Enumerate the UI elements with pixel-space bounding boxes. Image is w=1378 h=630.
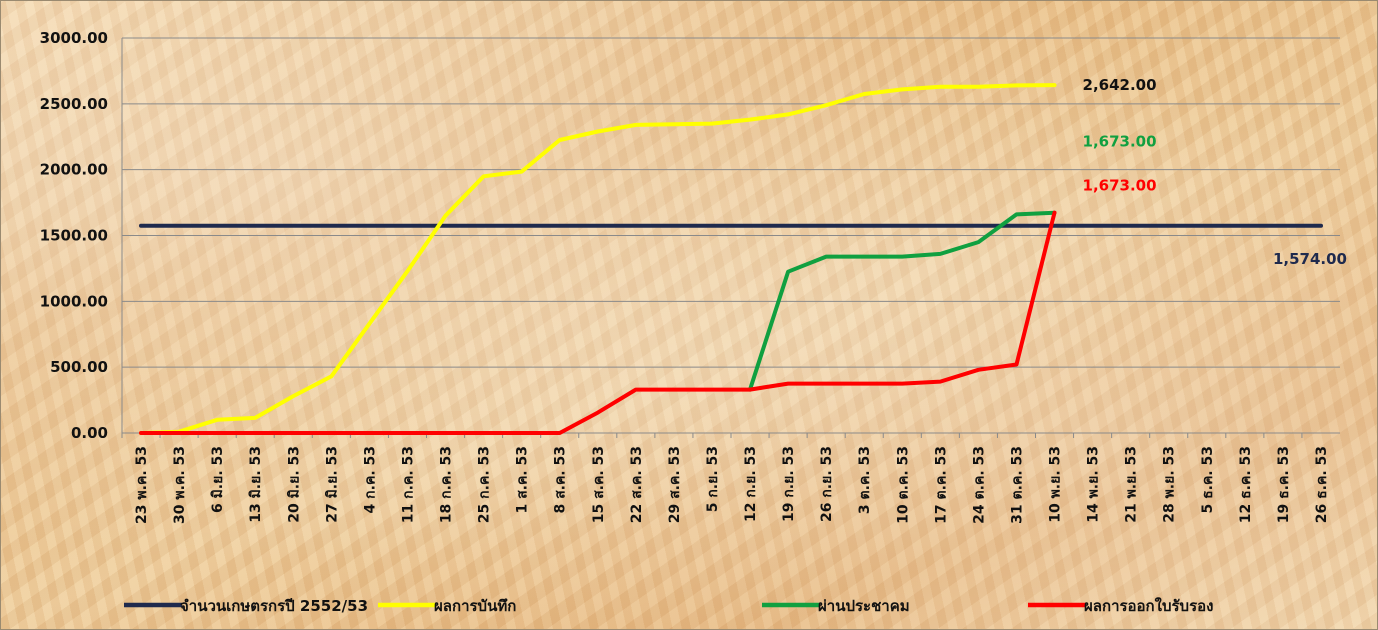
x-tick-label: 27 มิ.ย. 53 (324, 446, 340, 523)
x-tick-label: 6 มิ.ย. 53 (210, 446, 226, 513)
x-axis: 23 พ.ค. 53 30 พ.ค. 53 6 มิ.ย. 53 13 มิ.ย. 5… (121, 433, 1330, 524)
series-line (748, 210, 1057, 392)
x-tick-label: 26 ธ.ค. 53 (1314, 446, 1330, 523)
y-tick-label: 0.00 (71, 424, 108, 442)
x-tick-label: 15 ส.ค. 53 (591, 446, 607, 523)
data-labels: 1,574.00 2,642.00 1,673.00 1,673.00 (1083, 76, 1347, 268)
x-tick-label: 17 ต.ค. 53 (933, 446, 949, 524)
x-tick-label: 18 ก.ค. 53 (439, 446, 455, 523)
x-tick-label: 29 ส.ค. 53 (667, 446, 683, 523)
x-tick-label: 10 พ.ย. 53 (1048, 446, 1064, 523)
series-line (139, 210, 1057, 435)
x-tick-label: 5 ธ.ค. 53 (1200, 446, 1216, 514)
y-tick-label: 2500.00 (40, 95, 108, 113)
x-tick-label: 23 พ.ค. 53 (134, 446, 150, 524)
x-tick-label: 20 มิ.ย. 53 (286, 446, 302, 523)
x-tick-label: 25 ก.ค. 53 (477, 446, 493, 523)
x-tick-label: 10 ต.ค. 53 (895, 446, 911, 524)
y-tick-label: 1000.00 (40, 292, 108, 310)
x-tick-label: 13 มิ.ย. 53 (248, 446, 264, 523)
x-tick-label: 19 ธ.ค. 53 (1276, 446, 1292, 523)
y-tick-label: 3000.00 (40, 29, 108, 47)
legend-label: จำนวนเกษตรกรปี 2552/53 (180, 597, 368, 615)
y-tick-label: 1500.00 (40, 227, 108, 245)
x-tick-label: 4 ก.ค. 53 (362, 446, 378, 513)
x-tick-label: 24 ต.ค. 53 (971, 446, 987, 524)
data-label: 2,642.00 (1083, 76, 1157, 94)
y-tick-label: 500.00 (50, 358, 108, 376)
x-tick-label: 30 พ.ค. 53 (172, 446, 188, 524)
x-tick-label: 12 ก.ย. 53 (743, 446, 759, 522)
y-tick-label: 2000.00 (40, 161, 108, 179)
x-tick-label: 26 ก.ย. 53 (819, 446, 835, 522)
legend: จำนวนเกษตรกรปี 2552/53 ผลการบันทึก ผ่านประ… (124, 597, 1213, 615)
series-lines (139, 83, 1323, 435)
x-tick-label: 3 ต.ค. 53 (857, 446, 873, 514)
x-tick-label: 28 พ.ย. 53 (1162, 446, 1178, 523)
data-label: 1,574.00 (1273, 250, 1347, 268)
x-tick-label: 21 พ.ย. 53 (1124, 446, 1140, 523)
x-tick-label: 14 พ.ย. 53 (1086, 446, 1102, 523)
x-tick-label: 31 ต.ค. 53 (1009, 446, 1025, 524)
x-tick-label: 1 ส.ค. 53 (515, 446, 531, 514)
x-tick-label: 22 ส.ค. 53 (629, 446, 645, 523)
x-tick-label: 12 ธ.ค. 53 (1238, 446, 1254, 523)
gridlines (122, 37, 1340, 434)
data-label: 1,673.00 (1083, 133, 1157, 151)
series-line (139, 83, 1057, 435)
x-tick-label: 8 ส.ค. 53 (553, 446, 569, 514)
legend-label: ผลการบันทึก (434, 597, 516, 615)
data-label: 1,673.00 (1083, 177, 1157, 195)
x-tick-label: 5 ก.ย. 53 (705, 446, 721, 512)
x-tick-label: 19 ก.ย. 53 (781, 446, 797, 522)
legend-label: ผลการออกใบรับรอง (1084, 597, 1213, 615)
legend-label: ผ่านประชาคม (818, 597, 910, 615)
x-tick-label: 11 ก.ค. 53 (400, 446, 416, 523)
